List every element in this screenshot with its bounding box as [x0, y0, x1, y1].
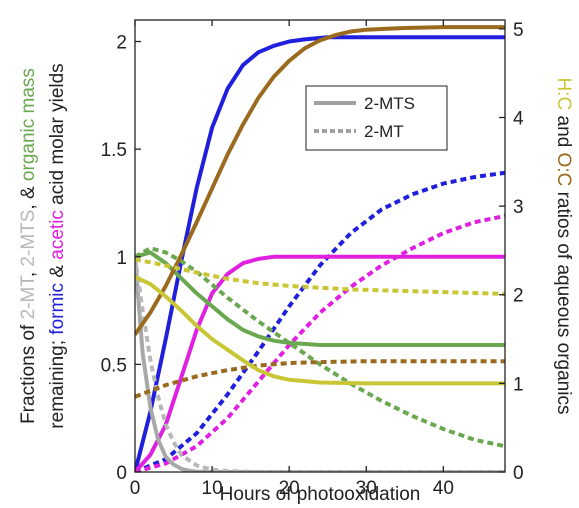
x-axis-title: Hours of photooxidation — [220, 484, 421, 505]
series-line-9 — [135, 359, 505, 399]
series-layer — [135, 25, 505, 472]
plot-frame — [134, 19, 506, 473]
series-line-1 — [135, 170, 505, 472]
y-left-tick-label: 1 — [116, 248, 127, 269]
y-left-tick-label: 0 — [116, 463, 127, 484]
y-right-tick-label: 1 — [513, 374, 524, 395]
y-left-tick-label: 1.5 — [101, 140, 127, 161]
legend-box — [305, 85, 448, 151]
axis-title-part: formic — [47, 283, 68, 335]
axis-title-part: O:C — [553, 153, 574, 187]
y-right-tick-label: 0 — [513, 463, 524, 484]
y-right-tick-label: 4 — [513, 108, 524, 129]
axis-title-part: and — [553, 110, 574, 152]
legend-label-2mt: 2-MT — [364, 122, 404, 141]
x-tick-label: 30 — [356, 478, 377, 499]
series-line-11 — [135, 257, 505, 296]
y-left-tick-label: 2 — [116, 33, 127, 54]
series-line-4 — [135, 250, 505, 347]
axis-title-part: organic mass — [18, 68, 39, 181]
axis-title-part: remaining; — [47, 335, 68, 429]
legend: 2-MTS 2-MT — [305, 85, 448, 151]
y-right-tick-label: 2 — [513, 286, 524, 307]
x-tick-label: 0 — [130, 478, 141, 499]
legend-label-2mts: 2-MTS — [364, 94, 415, 113]
axis-title-part: acetic — [47, 210, 68, 260]
axis-title-part: H:C — [553, 78, 574, 111]
x-tick-label: 20 — [279, 478, 300, 499]
axis-title-part: acid molar yields — [47, 63, 68, 210]
series-line-10 — [135, 275, 505, 386]
series-line-2 — [135, 254, 505, 472]
axis-title-part: & — [47, 260, 68, 283]
y-right-tick-label: 3 — [513, 197, 524, 218]
y-axis-left-title-line2: remaining; formic & acetic acid molar yi… — [47, 63, 68, 428]
series-line-6 — [135, 256, 505, 472]
axis-title-part: 2-MTS — [18, 210, 39, 267]
x-tick-label: 40 — [433, 478, 454, 499]
y-axis-right-title: H:C and O:C ratios of aqueous organics — [553, 78, 574, 415]
y-left-tick-label: 0.5 — [101, 355, 127, 376]
series-line-7 — [135, 256, 505, 472]
axis-title-part: , — [18, 267, 39, 278]
axis-title-part: Fractions of — [18, 319, 39, 424]
x-tick-label: 10 — [202, 478, 223, 499]
y-right-tick-label: 5 — [513, 20, 524, 41]
axis-title-part: , & — [18, 181, 39, 210]
series-line-8 — [135, 25, 505, 336]
axis-title-part: 2-MT — [18, 275, 39, 320]
series-line-0 — [135, 35, 505, 472]
axis-title-part: ratios of aqueous organics — [553, 186, 574, 414]
y-axis-left-title-line1: Fractions of 2-MT, 2-MTS, & organic mass — [18, 68, 39, 424]
series-line-5 — [135, 246, 505, 449]
